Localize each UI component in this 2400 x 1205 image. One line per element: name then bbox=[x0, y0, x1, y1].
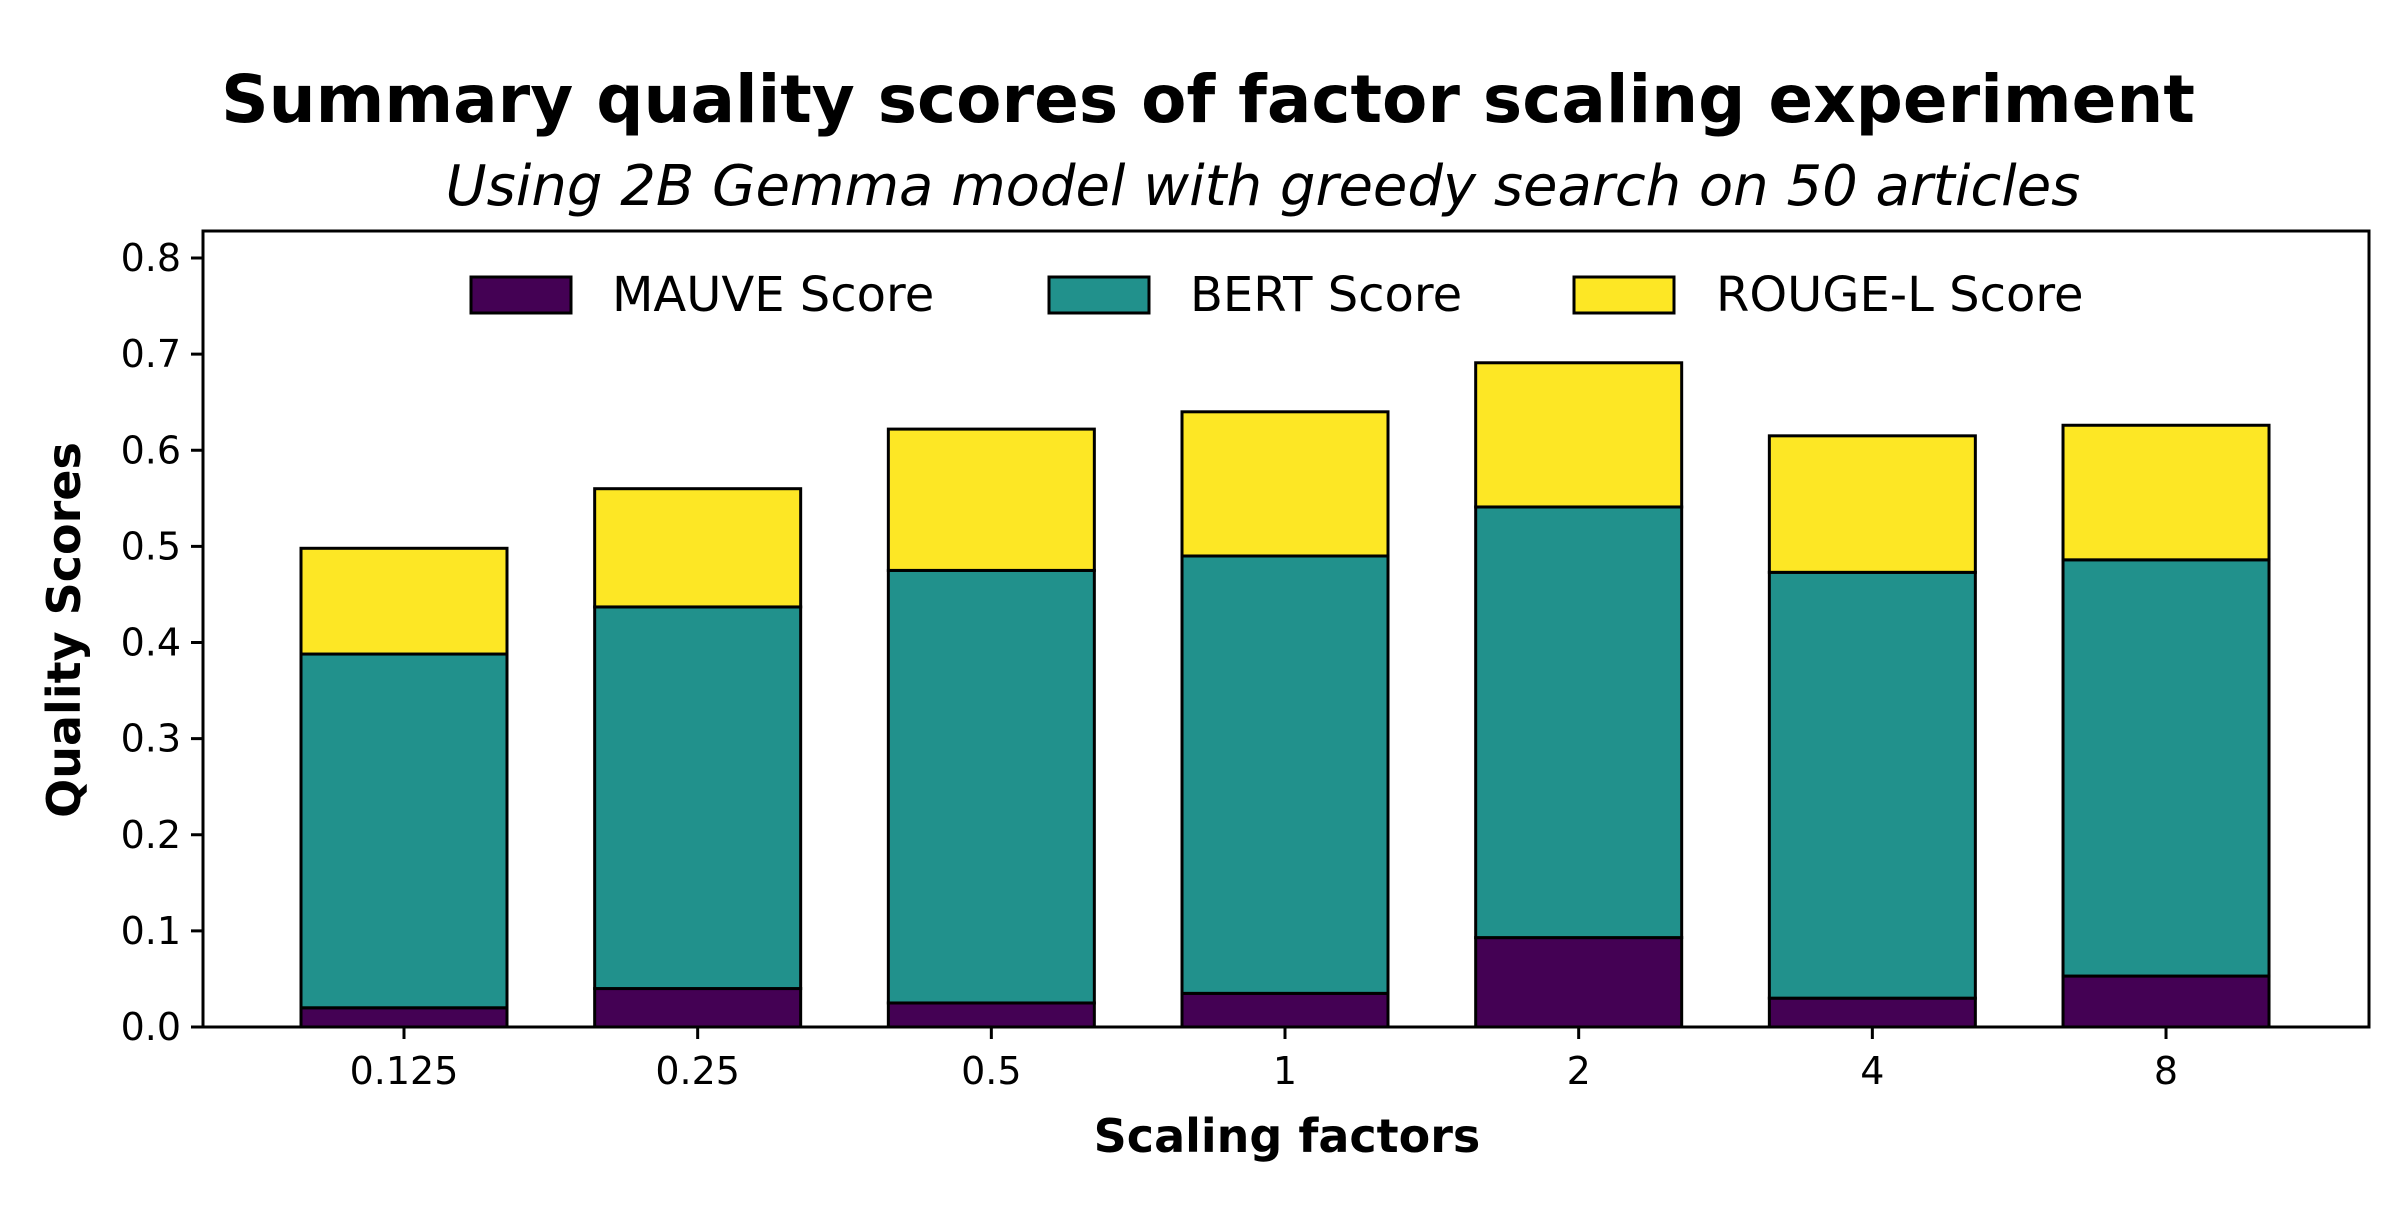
axis-ticks: 0.0 0.1 0.2 0.3 0.4 0.5 0.6 0.7 0.8 0.125 0.25 0.5 1… bbox=[121, 236, 2179, 1093]
legend-swatch bbox=[469, 275, 573, 315]
chart-title: Summary quality scores of factor scaling… bbox=[221, 61, 2195, 138]
legend-label: BERT Score bbox=[1190, 267, 1462, 323]
bar-rouge-l-score-1 bbox=[1180, 410, 1390, 558]
legend: MAUVE Score BERT Score ROUGE-L Score bbox=[469, 267, 2084, 323]
legend-swatch bbox=[1572, 275, 1676, 315]
chart-subtitle: Using 2B Gemma model with greedy search … bbox=[446, 154, 2081, 219]
x-tick-label: 2 bbox=[1567, 1049, 1591, 1093]
bar-bert-score-0.5 bbox=[886, 568, 1096, 1005]
x-tick-label: 4 bbox=[1860, 1049, 1884, 1093]
bar-mauve-score-8 bbox=[2061, 974, 2271, 1029]
y-tick-label: 0.6 bbox=[121, 428, 181, 472]
bars bbox=[299, 361, 2271, 1029]
y-tick-label: 0.2 bbox=[121, 813, 181, 857]
bar-mauve-score-2 bbox=[1474, 936, 1684, 1029]
bar-bert-score-1 bbox=[1180, 554, 1390, 995]
bar-mauve-score-4 bbox=[1767, 996, 1977, 1029]
y-tick-label: 0.8 bbox=[121, 236, 181, 280]
bar-bert-score-0.25 bbox=[593, 605, 803, 991]
x-axis-label: Scaling factors bbox=[1094, 1109, 1481, 1163]
x-tick-label: 8 bbox=[2154, 1049, 2178, 1093]
bar-mauve-score-0.125 bbox=[299, 1006, 509, 1029]
plot-area-frame bbox=[201, 229, 2371, 1029]
x-tick-label: 1 bbox=[1273, 1049, 1297, 1093]
y-tick-label: 0.5 bbox=[121, 524, 181, 568]
y-tick-label: 0.1 bbox=[121, 909, 181, 953]
bar-mauve-score-0.25 bbox=[593, 987, 803, 1029]
x-tick-label: 0.5 bbox=[961, 1049, 1021, 1093]
bar-rouge-l-score-0.25 bbox=[593, 487, 803, 609]
bar-rouge-l-score-0.125 bbox=[299, 546, 509, 656]
y-tick-label: 0.3 bbox=[121, 717, 181, 761]
x-tick-label: 0.125 bbox=[350, 1049, 459, 1093]
y-tick-label: 0.7 bbox=[121, 332, 181, 376]
bar-rouge-l-score-0.5 bbox=[886, 427, 1096, 572]
bar-bert-score-0.125 bbox=[299, 652, 509, 1010]
bar-mauve-score-0.5 bbox=[886, 1001, 1096, 1029]
y-tick-label: 0.4 bbox=[121, 621, 181, 665]
y-tick-label: 0.0 bbox=[121, 1005, 181, 1049]
y-axis-label: Quality Scores bbox=[37, 442, 91, 818]
bar-rouge-l-score-2 bbox=[1474, 361, 1684, 509]
bar-mauve-score-1 bbox=[1180, 991, 1390, 1029]
bar-rouge-l-score-8 bbox=[2061, 423, 2271, 562]
legend-label: MAUVE Score bbox=[612, 267, 934, 323]
legend-label: ROUGE-L Score bbox=[1716, 267, 2084, 323]
bar-bert-score-8 bbox=[2061, 558, 2271, 978]
bar-rouge-l-score-4 bbox=[1767, 434, 1977, 574]
x-tick-label: 0.25 bbox=[655, 1049, 740, 1093]
bar-bert-score-2 bbox=[1474, 505, 1684, 940]
legend-swatch bbox=[1047, 275, 1151, 315]
bar-bert-score-4 bbox=[1767, 570, 1977, 1000]
